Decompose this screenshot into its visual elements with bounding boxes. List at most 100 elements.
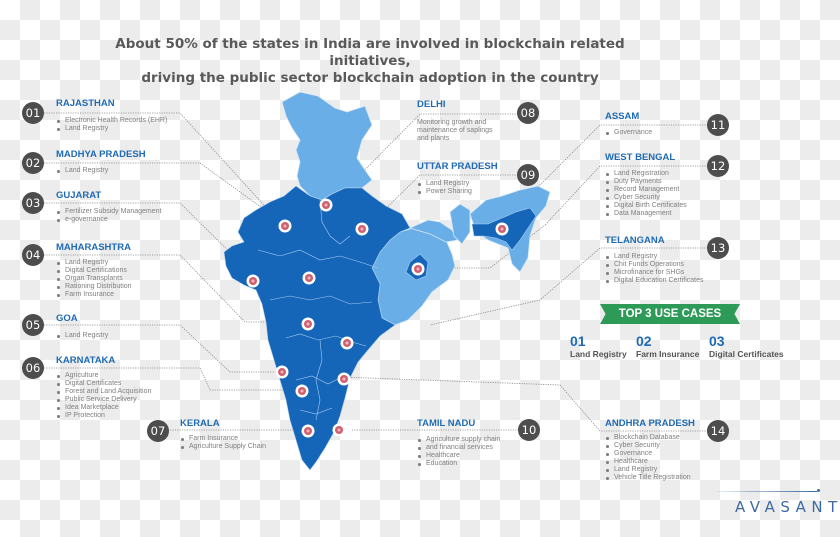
list-item: Farm Insurance (56, 291, 132, 299)
use-case-list: Land Registry Digital Certifications Org… (56, 259, 132, 299)
number-badge: 09 (517, 164, 539, 186)
number-badge: 03 (22, 192, 44, 214)
active-states (223, 185, 537, 471)
list-item: Rationing Distribution (56, 283, 132, 291)
number-badge: 04 (22, 244, 44, 266)
marker-kerala (301, 424, 315, 438)
marker-gujarat (246, 274, 260, 288)
logo-dot (817, 489, 820, 492)
list-item: Digital Certificates (56, 380, 151, 388)
list-item: Chit Funds Operations (605, 261, 704, 269)
state-name: DELHI (417, 99, 446, 110)
state-name: GOA (56, 313, 78, 324)
number-badge: 12 (707, 155, 729, 177)
list-item: Record Management (605, 186, 687, 194)
list-item: Agriculture supply chain (417, 436, 500, 444)
list-item: maintenance of saplings (417, 127, 493, 134)
number-badge: 02 (22, 152, 44, 174)
state-name: WEST BENGAL (605, 152, 676, 163)
number-badge: 13 (707, 237, 729, 259)
use-case-list: Blockchain Database Cyber Security Gover… (605, 434, 691, 482)
state-name: MADHYA PRADESH (56, 149, 146, 160)
use-case-list: Agriculture supply chain and financial s… (417, 436, 500, 468)
marker-tamil-nadu (332, 423, 346, 437)
use-case-list: Farm Insurance Agriculture Supply Chain (180, 435, 266, 451)
list-item: Land Registry (56, 259, 132, 267)
list-item: Blockchain Database (605, 434, 691, 442)
use-case-number: 02 (636, 333, 652, 349)
list-item: Digital Education Certificates (605, 277, 704, 285)
list-item: Land Registry (605, 253, 704, 261)
use-case-list: Governance (605, 129, 652, 137)
list-item: e-governance (56, 216, 162, 224)
list-item: Forest and Land Acquisition (56, 388, 151, 396)
number-badge: 05 (22, 314, 44, 336)
state-name: TELANGANA (605, 235, 665, 246)
state-name: ANDHRA PRADESH (605, 418, 695, 429)
number-badge: 01 (22, 102, 44, 124)
use-case-list: Land Registry (56, 167, 108, 175)
state-name: KARNATAKA (56, 355, 116, 366)
list-item: Education (417, 460, 500, 468)
use-case-list: Fertilizer Subsidy Management e-governan… (56, 208, 162, 224)
avasant-logo: AVASANT (735, 498, 840, 516)
list-item: Agriculture Supply Chain (180, 443, 266, 451)
list-item: Monitoring growth and (417, 119, 487, 126)
non-active-states (281, 91, 551, 326)
use-case-label: Land Registry (570, 349, 627, 359)
marker-telangana (340, 336, 354, 350)
use-case-list: Land Registry Chit Funds Operations Micr… (605, 253, 704, 285)
state-name: UTTAR PRADESH (417, 161, 498, 172)
list-item: Electronic Health Records (EHR) (56, 117, 167, 125)
number-badge: 11 (707, 114, 729, 136)
location-markers (246, 198, 509, 438)
use-case-list: Land Registry Power Sharing (417, 180, 472, 196)
list-item: Healthcare (605, 458, 691, 466)
state-name: GUJARAT (56, 190, 102, 201)
list-item: Land Registry (56, 167, 108, 175)
use-case-list: Land Registry (56, 332, 108, 340)
use-case-number: 01 (570, 333, 586, 349)
marker-assam (495, 222, 509, 236)
use-case-list: Land Registration Duty Payments Record M… (605, 170, 687, 218)
marker-andhra-pradesh (337, 372, 351, 386)
marker-delhi (319, 198, 333, 212)
list-item: Fertilizer Subsidy Management (56, 208, 162, 216)
top-use-case-3: 03 Digital Certificates (709, 333, 784, 359)
marker-rajasthan (278, 219, 292, 233)
list-item: Governance (605, 450, 691, 458)
title-line-2: driving the public sector blockchain ado… (141, 70, 599, 86)
top-use-case-1: 01 Land Registry (570, 333, 627, 359)
list-item: and financial services (417, 444, 500, 452)
state-name: RAJASTHAN (56, 98, 115, 109)
use-case-label: Farm Insurance (636, 349, 700, 359)
list-item: Digital Birth Certificates (605, 202, 687, 210)
use-case-list: Electronic Health Records (EHR) Land Reg… (56, 117, 167, 133)
marker-karnataka (295, 384, 309, 398)
state-name: ASSAM (605, 111, 640, 122)
page-title: About 50% of the states in India are inv… (100, 36, 640, 87)
state-name: MAHARASHTRA (56, 242, 131, 253)
title-line-1: About 50% of the states in India are inv… (115, 36, 625, 69)
list-item: Land Registry (605, 466, 691, 474)
number-badge: 14 (707, 420, 729, 442)
number-badge: 07 (147, 420, 169, 442)
list-item: Healthcare (417, 452, 500, 460)
logo-rule (717, 491, 817, 492)
marker-west-bengal (411, 262, 425, 276)
list-item: Land Registry (56, 125, 167, 133)
list-item: Digital Certifications (56, 267, 132, 275)
top-use-case-2: 02 Farm Insurance (636, 333, 699, 359)
list-item: Vehicle Title Registration (605, 474, 691, 482)
list-item: Organ Transplants (56, 275, 132, 283)
number-badge: 08 (517, 102, 539, 124)
list-item: Farm Insurance (180, 435, 266, 443)
marker-maharashtra (301, 317, 315, 331)
marker-uttar-pradesh (355, 222, 369, 236)
state-borders (257, 199, 379, 421)
marker-goa (275, 365, 289, 379)
list-item: Land Registry (56, 332, 108, 340)
list-item: Cyber Security (605, 194, 687, 202)
list-item: Microfinance for SHGs (605, 269, 704, 277)
